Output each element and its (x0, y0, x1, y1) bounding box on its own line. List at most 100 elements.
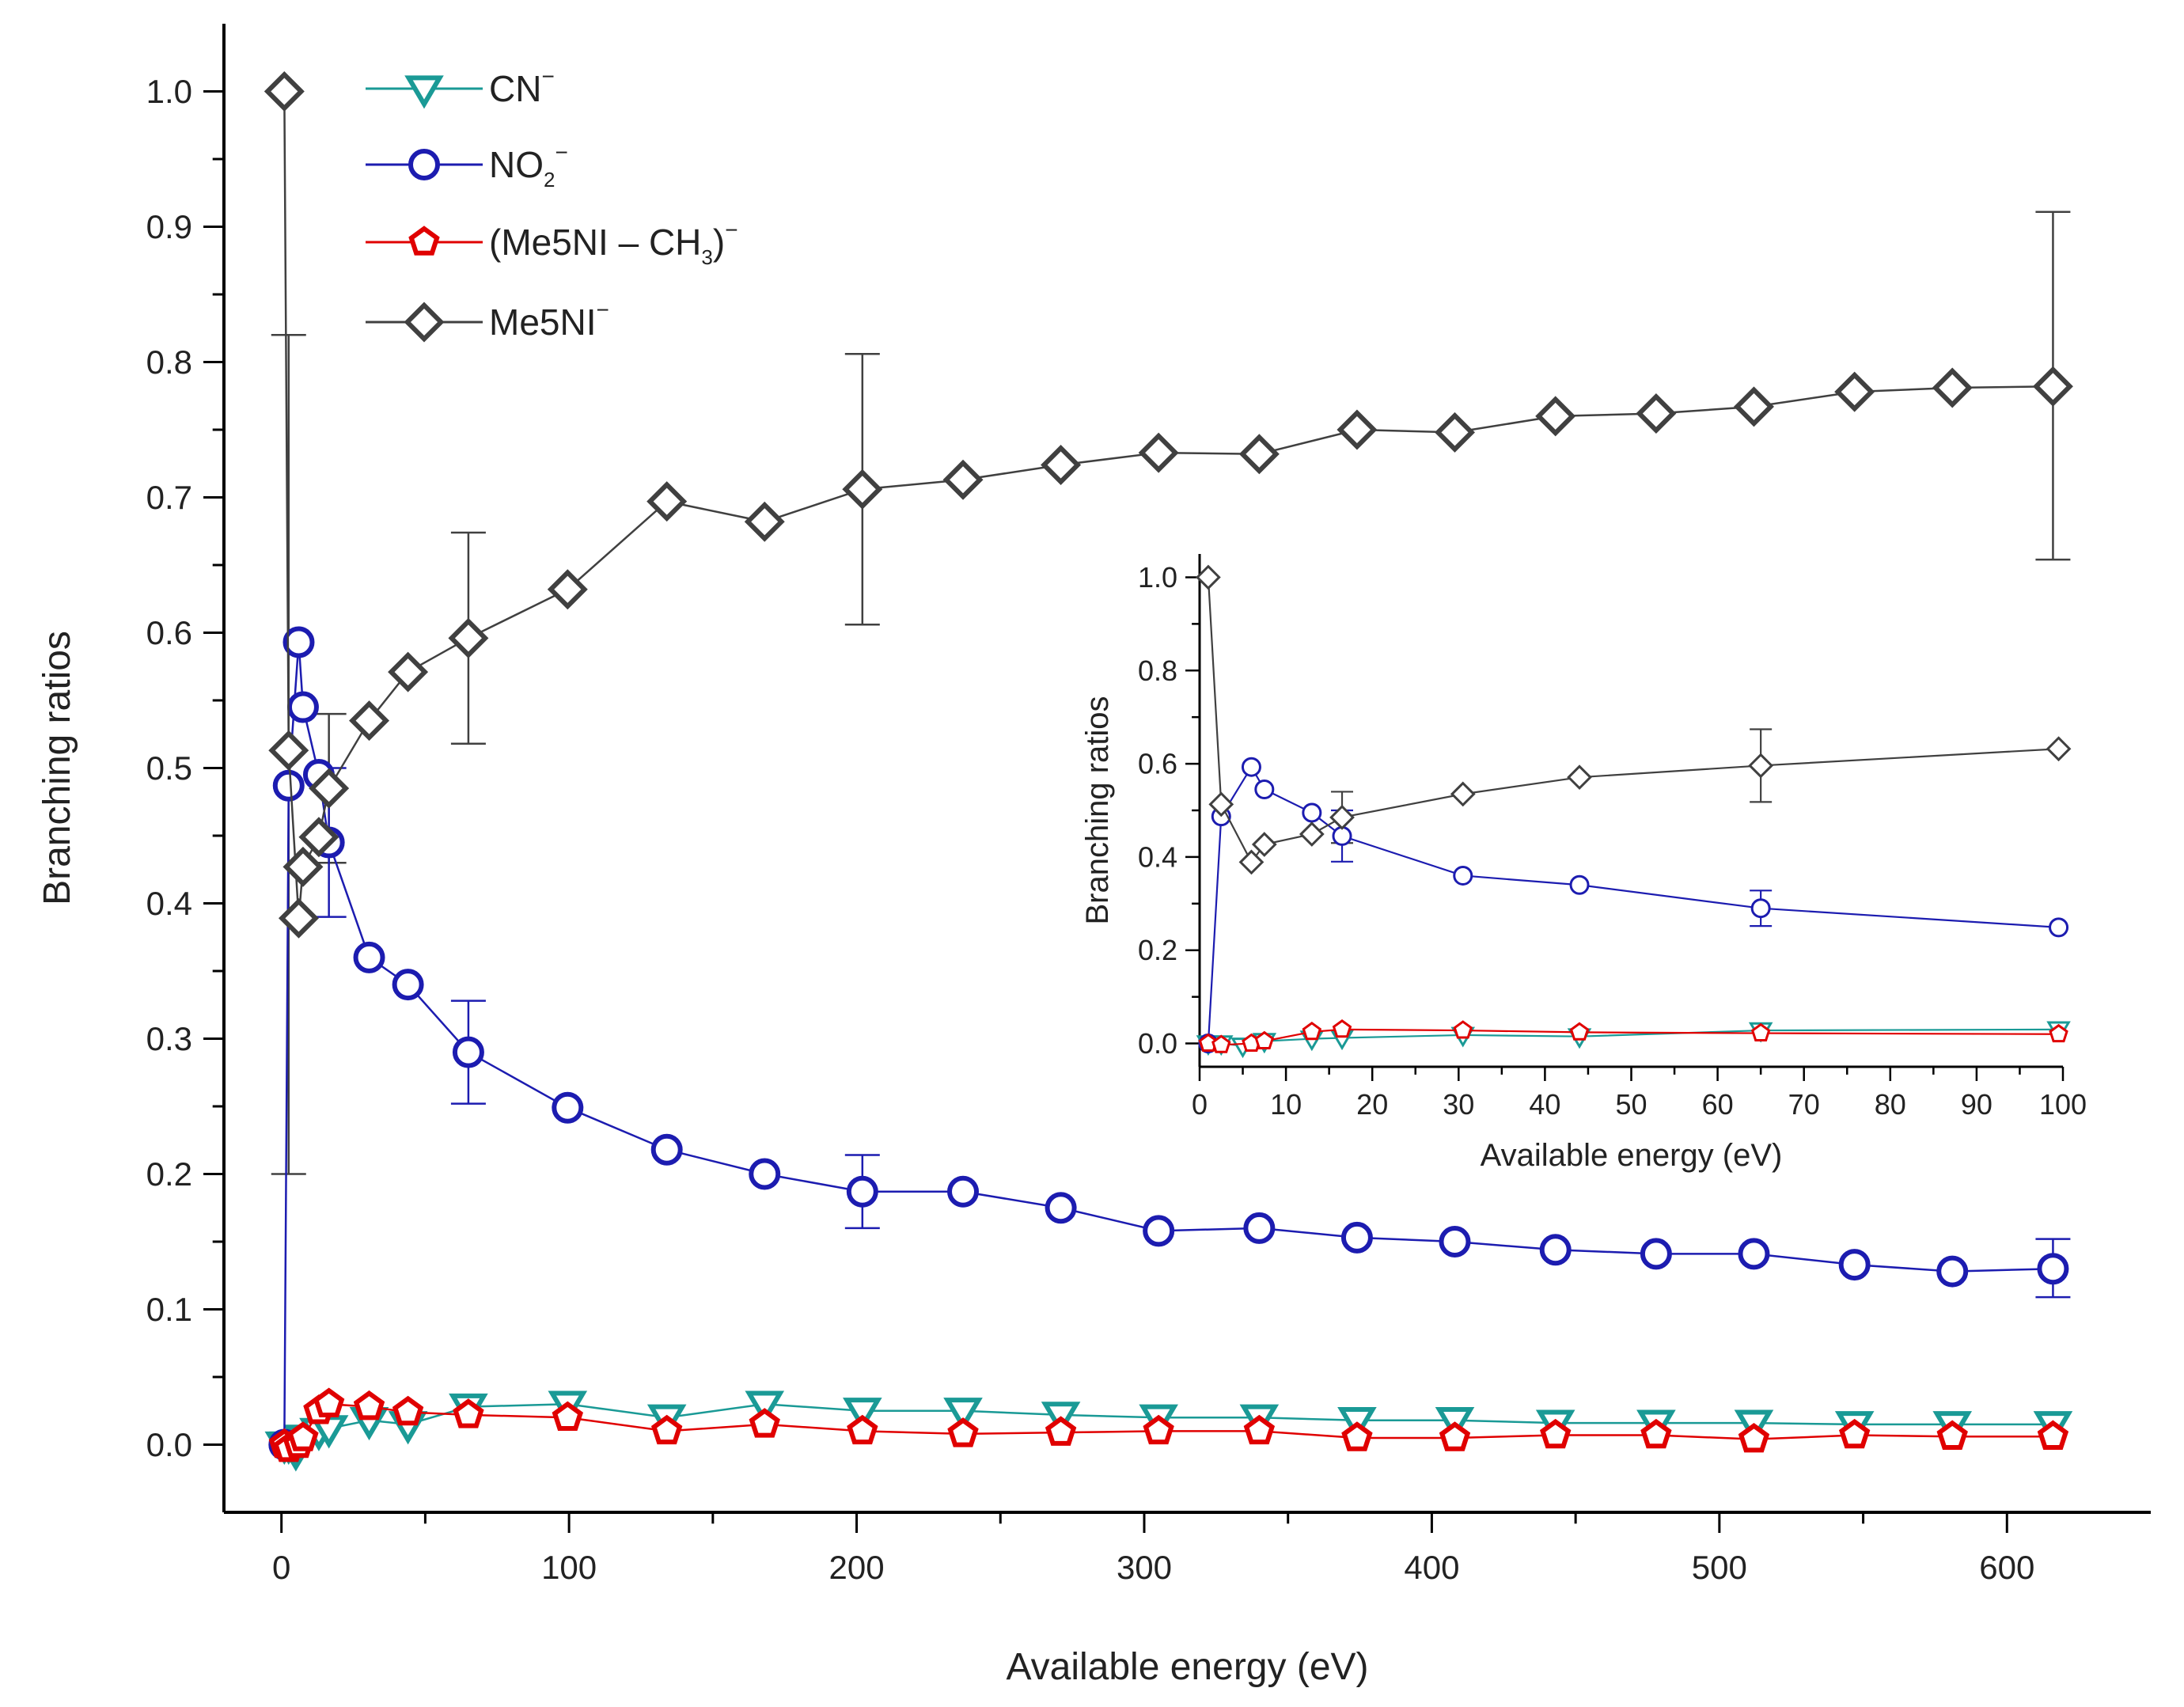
no-point (947, 1175, 980, 1208)
legend-label-superscript: − (725, 218, 737, 242)
me5ni-ch-point (1838, 1418, 1871, 1449)
me5ni-point (646, 481, 688, 522)
y-tick-label: 0.9 (146, 208, 192, 245)
y-tick-label: 0.1 (146, 1291, 192, 1328)
me5ni-ch-point (287, 1421, 319, 1451)
me5ni-point (942, 459, 984, 500)
me5ni-point (278, 897, 319, 939)
me5ni-ch-point (1640, 1418, 1672, 1449)
legend-label-superscript: − (541, 64, 554, 89)
no-point (1045, 1192, 1077, 1224)
x-axis-title: Available energy (eV) (1006, 1646, 1368, 1688)
me5ni-point (1138, 432, 1179, 473)
cn-point (843, 1398, 882, 1432)
x-tick-label: 200 (829, 1549, 885, 1586)
inset-x-tick-label: 10 (1270, 1088, 1302, 1121)
inset-x-tick-label: 20 (1356, 1088, 1388, 1121)
legend-label-suffix: ) (713, 222, 725, 263)
inset-me5ni-ch3-point (1453, 1020, 1473, 1039)
inset-no-point (1750, 898, 1771, 919)
inset-x-tick-label: 40 (1529, 1088, 1560, 1121)
inset-me5ni-ch3-series (1198, 1019, 2068, 1053)
legend-marker (404, 302, 445, 343)
no-point (552, 1091, 584, 1124)
inset-x-tick-label: 60 (1702, 1088, 1734, 1121)
x-tick-label: 500 (1692, 1549, 1747, 1586)
inset-y-tick-label: 0.0 (1138, 1027, 1177, 1060)
me5ni-point (1932, 367, 1973, 408)
legend-label-text: Me5NI (489, 302, 596, 343)
inset-me5ni-point (1450, 781, 1476, 807)
inset-no-line (1207, 765, 2059, 1044)
me5ni-ch-point (1539, 1418, 1572, 1449)
no-point (1539, 1234, 1572, 1266)
legend-label-text: (Me5NI – CH (489, 222, 701, 263)
me5ni-point (1636, 393, 1677, 434)
me5ni-point (309, 768, 350, 809)
no-series (268, 626, 2069, 1461)
me5ni-point (264, 71, 305, 112)
me5ni-ch-point (1243, 1414, 1276, 1445)
legend-label-superscript: − (596, 298, 609, 322)
me5ni-series (264, 71, 2073, 939)
me5ni-ch-point (353, 1390, 385, 1421)
no-point (1340, 1221, 1373, 1254)
me5ni-ch-point (313, 1387, 345, 1417)
me5ni-ch-point (1738, 1422, 1770, 1453)
legend-label: CN− (489, 64, 555, 109)
me5ni-point (448, 617, 489, 658)
me5ni-point (744, 501, 785, 542)
inset-me5ni-point (1251, 832, 1277, 857)
x-tick-label: 100 (541, 1549, 597, 1586)
me5ni-ch-point (847, 1414, 878, 1445)
me5ni-line (283, 91, 2053, 919)
inset-no-point (1453, 865, 1473, 886)
no-point (353, 941, 385, 973)
inset-x-tick-label: 30 (1443, 1088, 1474, 1121)
no-point (1640, 1238, 1672, 1270)
me5ni-ch-point (552, 1401, 583, 1432)
no-point (1738, 1238, 1770, 1270)
y-tick-label: 0.0 (146, 1426, 192, 1463)
inset-me5ni-ch3-point (1332, 1019, 1352, 1038)
cn-point (943, 1398, 983, 1432)
me5ni-point (1834, 371, 1875, 412)
inset-y-tick-label: 1.0 (1138, 561, 1177, 594)
legend-marker (404, 75, 444, 109)
inset-me5ni-point (1196, 564, 1221, 590)
inset-y-tick-label: 0.6 (1138, 748, 1177, 780)
no-point (1936, 1255, 1969, 1288)
main-plot: 0.00.10.20.30.40.50.60.70.80.91.00 100 200… (36, 24, 2151, 1688)
legend-marker (408, 226, 440, 256)
no-point (452, 1036, 484, 1068)
inset-me5ni-ch3-point (2049, 1023, 2068, 1043)
y-tick-label: 0.3 (146, 1020, 192, 1057)
inset-cn-series (1196, 1021, 2071, 1059)
me5ni-ch-series (268, 1387, 2069, 1462)
inset-y-tick-label: 0.8 (1138, 654, 1177, 687)
me5ni-point (1337, 409, 1378, 450)
inset-x-tick-label: 0 (1192, 1088, 1208, 1121)
inset-x-tick-label: 90 (1961, 1088, 1993, 1121)
inset-me5ni-point (1238, 849, 1265, 875)
cn-point (745, 1390, 785, 1424)
inset-me5ni-point (1748, 753, 1774, 779)
no-point (1243, 1212, 1276, 1244)
x-tick-label: 300 (1117, 1549, 1172, 1586)
inset-y-tick-label: 0.2 (1138, 934, 1177, 966)
me5ni-point (349, 700, 390, 742)
inset-no-point (1569, 874, 1590, 895)
y-tick-label: 0.8 (146, 343, 192, 381)
legend-label-superscript: − (555, 140, 567, 165)
me5ni-point (842, 468, 883, 510)
me5ni-ch-point (1439, 1421, 1471, 1451)
me5ni-ch-point (1936, 1420, 1968, 1450)
inset-y-tick-label: 0.4 (1138, 840, 1177, 873)
no-point (1143, 1215, 1175, 1247)
no-point (650, 1133, 683, 1166)
no-point (272, 769, 305, 802)
inset-me5ni-ch3-point (1302, 1021, 1322, 1041)
me5ni-point (282, 846, 324, 887)
legend-label-text: CN (489, 68, 541, 109)
